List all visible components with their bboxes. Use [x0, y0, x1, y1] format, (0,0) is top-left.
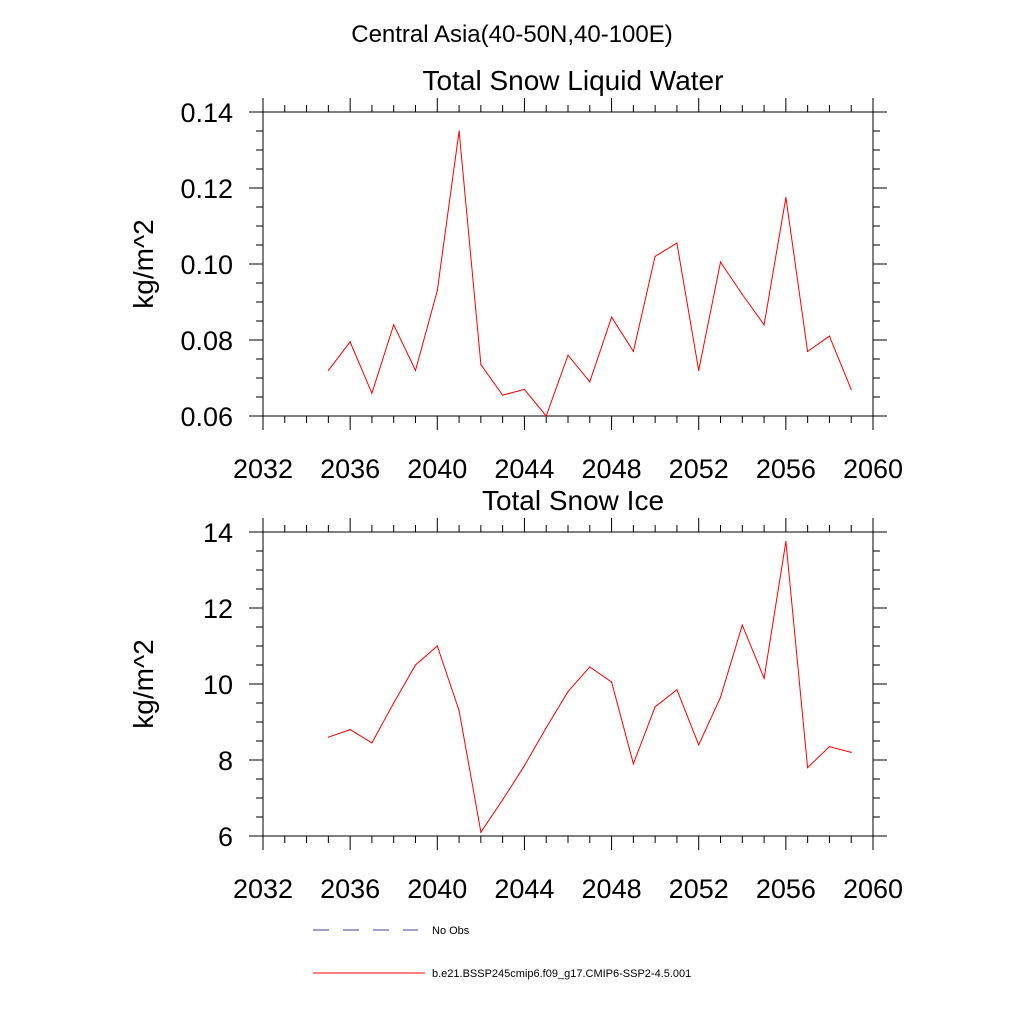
plot-frame	[262, 531, 874, 837]
y-axis-label: kg/m^2	[128, 639, 159, 728]
data-point	[349, 729, 351, 731]
x-tick-label: 2056	[756, 454, 816, 484]
x-tick-label: 2044	[494, 874, 554, 904]
data-point	[763, 324, 765, 326]
y-tick-label: 0.10	[180, 250, 233, 280]
data-point	[436, 290, 438, 292]
y-tick-label: 8	[218, 746, 233, 776]
plot-frame	[262, 111, 874, 417]
data-point	[414, 664, 417, 666]
legend: No Obs b.e21.BSSP245cmip6.f09_g17.CMIP6-…	[313, 925, 691, 980]
y-tick-label: 10	[203, 670, 233, 700]
data-point	[327, 736, 329, 738]
data-point	[676, 689, 678, 691]
x-tick-label: 2060	[843, 454, 903, 484]
x-tick-label: 2032	[233, 454, 293, 484]
x-tick-label: 2056	[756, 874, 816, 904]
data-point	[632, 763, 634, 765]
data-point	[393, 702, 395, 704]
y-tick-label: 12	[203, 594, 233, 624]
x-tick-label: 2052	[669, 874, 729, 904]
x-tick-label: 2040	[407, 874, 467, 904]
data-point	[327, 369, 329, 371]
data-point	[502, 799, 504, 801]
series-line	[328, 130, 852, 417]
data-point	[393, 324, 395, 326]
x-tick-label: 2060	[843, 874, 903, 904]
legend-label-model: b.e21.BSSP245cmip6.f09_g17.CMIP6-SSP2-4.…	[432, 968, 691, 980]
panel-snow-ice: Total Snow Ice kg/m^2 2032 2036 2040 2044 2048…	[128, 485, 903, 904]
panel-snow-liquid-water: Total Snow Liquid Water kg/m^2 2032 2036 204…	[128, 65, 903, 484]
data-point	[785, 540, 787, 543]
data-point	[698, 744, 700, 746]
data-point	[589, 381, 591, 383]
panel-title: Total Snow Ice	[482, 485, 664, 516]
y-tick-label: 6	[218, 822, 233, 852]
y-tick-label: 0.12	[180, 174, 233, 204]
data-point	[414, 369, 417, 371]
x-tick-label: 2048	[582, 454, 642, 484]
data-point	[349, 341, 351, 343]
data-point	[698, 369, 700, 371]
data-point	[480, 364, 482, 366]
data-point	[502, 394, 504, 396]
data-point	[654, 706, 656, 708]
data-point	[371, 392, 373, 394]
y-tick-label: 0.14	[180, 98, 233, 128]
data-point	[458, 710, 460, 712]
data-point	[676, 242, 678, 244]
legend-label-no-obs: No Obs	[432, 925, 470, 937]
data-point	[785, 196, 787, 199]
data-point	[741, 624, 743, 626]
data-point	[458, 130, 460, 132]
y-tick-label: 0.06	[180, 402, 233, 432]
x-tick-label: 2044	[494, 454, 554, 484]
data-point	[523, 388, 526, 390]
x-tick-label: 2052	[669, 454, 729, 484]
data-point	[828, 335, 831, 337]
data-point	[632, 350, 634, 352]
data-point	[610, 681, 613, 683]
x-tick-label: 2048	[582, 874, 642, 904]
data-point	[610, 316, 613, 318]
series-line	[328, 541, 852, 834]
y-tick-label: 0.08	[180, 326, 233, 356]
data-point	[567, 691, 569, 693]
x-tick-label: 2040	[407, 454, 467, 484]
data-point	[807, 767, 809, 769]
data-point	[828, 746, 831, 748]
data-point	[850, 751, 852, 754]
figure-title: Central Asia(40-50N,40-100E)	[351, 21, 673, 48]
y-axis-label: kg/m^2	[128, 219, 159, 308]
data-point	[545, 415, 547, 417]
data-point	[371, 742, 373, 744]
data-point	[719, 261, 722, 263]
data-point	[480, 831, 482, 833]
data-point	[545, 727, 547, 729]
data-point	[567, 354, 569, 356]
data-point	[436, 645, 438, 647]
x-tick-label: 2032	[233, 874, 293, 904]
data-point	[719, 696, 722, 698]
data-point	[654, 255, 656, 257]
x-tick-label: 2036	[320, 454, 380, 484]
data-point	[741, 293, 743, 295]
panel-title: Total Snow Liquid Water	[423, 65, 724, 96]
data-point	[589, 666, 591, 668]
data-point	[807, 350, 809, 352]
data-point	[523, 765, 526, 767]
x-tick-label: 2036	[320, 874, 380, 904]
data-point	[763, 677, 765, 679]
y-tick-label: 14	[203, 518, 233, 548]
data-point	[850, 388, 852, 390]
